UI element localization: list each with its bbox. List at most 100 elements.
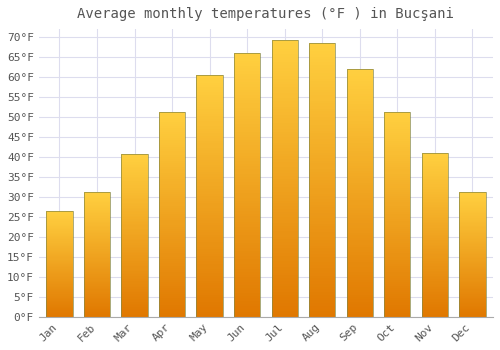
Bar <box>309 262 336 265</box>
Bar <box>346 247 373 250</box>
Bar <box>84 206 110 207</box>
Bar <box>309 51 336 54</box>
Bar <box>422 287 448 289</box>
Bar <box>196 102 223 104</box>
Bar <box>384 161 410 163</box>
Bar <box>196 121 223 124</box>
Bar <box>159 145 185 147</box>
Bar <box>309 65 336 68</box>
Bar <box>384 307 410 309</box>
Bar <box>309 120 336 122</box>
Bar <box>272 159 298 162</box>
Bar <box>84 299 110 301</box>
Bar <box>84 289 110 290</box>
Bar <box>384 229 410 231</box>
Bar <box>272 184 298 187</box>
Bar <box>309 251 336 254</box>
Bar <box>84 303 110 304</box>
Bar <box>84 233 110 235</box>
Bar <box>422 256 448 258</box>
Bar <box>384 172 410 174</box>
Bar <box>422 225 448 226</box>
Bar <box>460 312 485 313</box>
Bar <box>309 234 336 237</box>
Bar <box>196 211 223 213</box>
Bar <box>384 294 410 296</box>
Bar <box>460 273 485 274</box>
Bar <box>384 302 410 304</box>
Bar <box>46 262 72 263</box>
Bar <box>272 225 298 228</box>
Bar <box>84 259 110 261</box>
Bar <box>122 167 148 168</box>
Bar <box>46 266 72 267</box>
Bar <box>46 251 72 252</box>
Bar <box>460 262 485 263</box>
Bar <box>309 114 336 117</box>
Bar <box>159 200 185 202</box>
Bar <box>196 90 223 92</box>
Bar <box>84 192 110 317</box>
Bar <box>422 230 448 231</box>
Bar <box>196 112 223 114</box>
Bar <box>272 90 298 93</box>
Bar <box>346 245 373 247</box>
Bar <box>422 192 448 194</box>
Bar <box>272 286 298 289</box>
Bar <box>309 229 336 232</box>
Bar <box>159 302 185 304</box>
Bar <box>46 283 72 284</box>
Bar <box>234 240 260 243</box>
Bar <box>384 167 410 169</box>
Bar <box>460 306 485 307</box>
Bar <box>346 153 373 156</box>
Bar <box>422 276 448 278</box>
Bar <box>46 212 72 213</box>
Bar <box>84 314 110 316</box>
Bar <box>46 248 72 249</box>
Bar <box>346 262 373 265</box>
Bar <box>309 46 336 49</box>
Bar <box>460 238 485 239</box>
Bar <box>84 198 110 200</box>
Bar <box>422 299 448 300</box>
Bar <box>122 222 148 224</box>
Bar <box>422 245 448 246</box>
Bar <box>84 268 110 270</box>
Bar <box>346 71 373 74</box>
Bar <box>84 261 110 262</box>
Bar <box>460 288 485 289</box>
Bar <box>84 247 110 248</box>
Bar <box>196 261 223 264</box>
Bar <box>309 202 336 204</box>
Bar <box>384 198 410 200</box>
Bar <box>422 259 448 261</box>
Bar <box>84 292 110 293</box>
Bar <box>234 150 260 153</box>
Bar <box>159 147 185 149</box>
Bar <box>272 112 298 115</box>
Bar <box>84 273 110 274</box>
Bar <box>46 287 72 288</box>
Bar <box>122 211 148 212</box>
Bar <box>272 314 298 317</box>
Bar <box>460 268 485 270</box>
Bar <box>384 220 410 223</box>
Bar <box>46 234 72 235</box>
Bar <box>309 128 336 131</box>
Bar <box>384 188 410 190</box>
Bar <box>196 239 223 242</box>
Bar <box>196 133 223 136</box>
Bar <box>346 74 373 76</box>
Bar <box>46 225 72 226</box>
Bar <box>159 255 185 257</box>
Bar <box>46 301 72 302</box>
Bar <box>384 290 410 292</box>
Bar <box>309 174 336 177</box>
Bar <box>122 160 148 162</box>
Bar <box>84 223 110 225</box>
Bar <box>346 89 373 91</box>
Bar <box>46 240 72 241</box>
Bar <box>84 278 110 279</box>
Bar <box>234 105 260 108</box>
